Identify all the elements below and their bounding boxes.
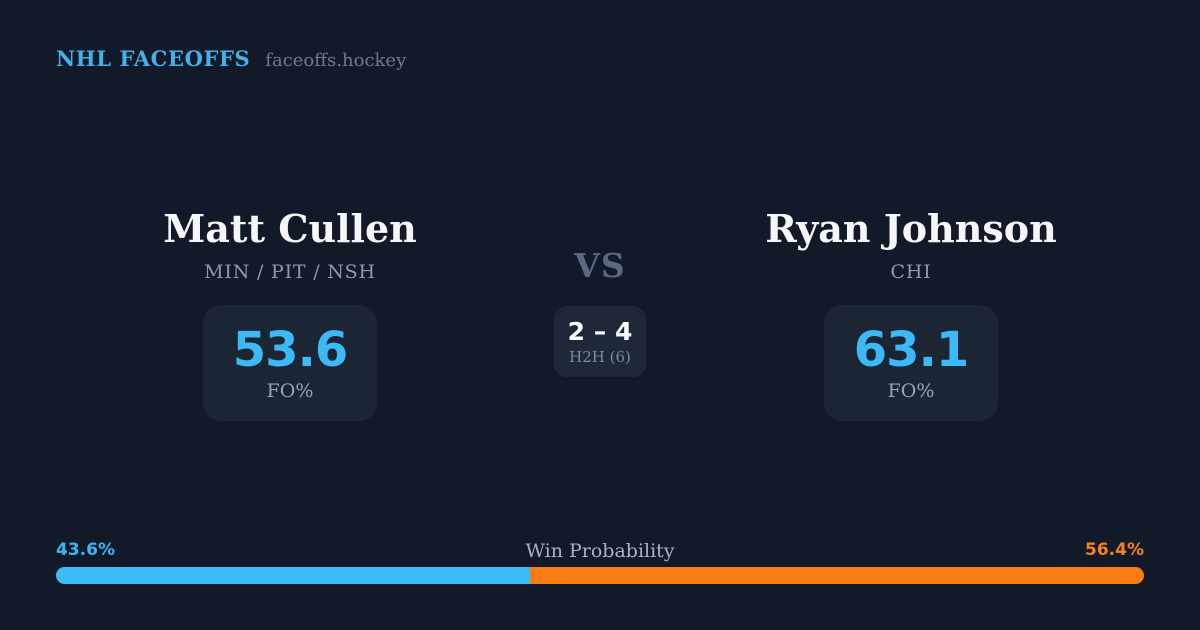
brand-title: NHL FACEOFFS	[56, 46, 251, 71]
player-left-name: Matt Cullen	[163, 206, 417, 251]
center-column: VS 2 – 4 H2H (6)	[520, 248, 680, 377]
player-left-stat-card: 53.6 FO%	[203, 305, 377, 421]
player-left-stat-label: FO%	[266, 380, 314, 402]
win-bar-right-segment	[530, 567, 1144, 584]
win-bar-left-segment	[56, 567, 531, 584]
h2h-card: 2 – 4 H2H (6)	[554, 306, 646, 377]
win-probability-bar	[56, 567, 1144, 584]
player-left-stat-value: 53.6	[232, 322, 348, 378]
player-right-stat-label: FO%	[887, 380, 935, 402]
win-left-pct: 43.6%	[56, 540, 115, 560]
vs-divider: VS	[574, 246, 626, 285]
h2h-label: H2H (6)	[569, 347, 631, 366]
player-left-column: Matt Cullen MIN / PIT / NSH 53.6 FO%	[140, 205, 440, 421]
player-right-column: Ryan Johnson CHI 63.1 FO%	[761, 205, 1061, 421]
site-url: faceoffs.hockey	[265, 50, 407, 71]
player-right-stat-card: 63.1 FO%	[824, 305, 998, 421]
h2h-score: 2 – 4	[567, 316, 633, 346]
win-probability-title: Win Probability	[525, 540, 675, 562]
player-left-teams: MIN / PIT / NSH	[204, 261, 376, 283]
player-right-teams: CHI	[890, 261, 932, 283]
win-right-pct: 56.4%	[1085, 540, 1144, 560]
win-probability-labels: 43.6% Win Probability 56.4%	[56, 540, 1144, 564]
player-right-stat-value: 63.1	[853, 322, 969, 378]
header: NHL FACEOFFS faceoffs.hockey	[56, 46, 406, 71]
player-right-name: Ryan Johnson	[765, 206, 1057, 251]
